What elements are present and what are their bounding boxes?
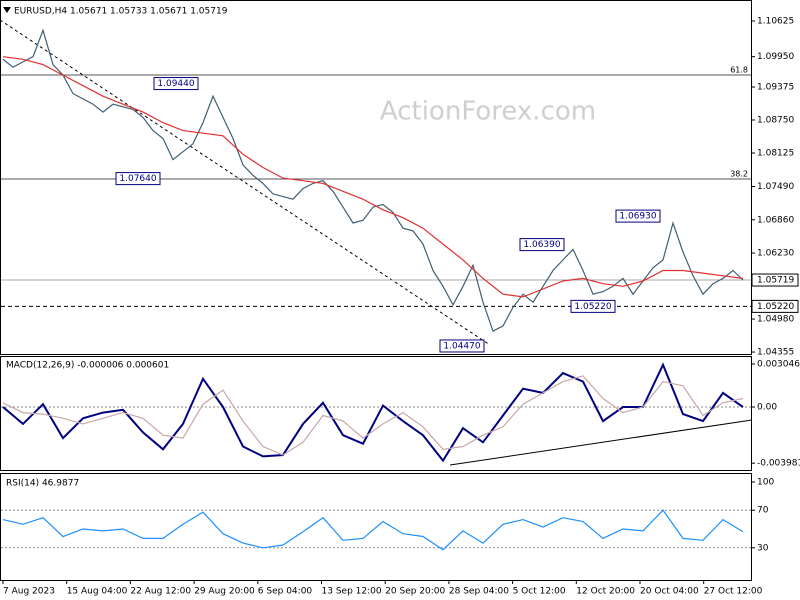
y-tick-label: 1.08750 — [757, 116, 794, 126]
y-tick-label: 1.04980 — [757, 315, 794, 325]
current-label: 1.05719 — [757, 276, 794, 286]
macd-frame — [0, 356, 752, 471]
y-tick-label: -0.003981 — [757, 459, 800, 469]
x-tick-label: 28 Sep 04:00 — [449, 587, 509, 597]
annotation-box — [153, 77, 199, 91]
annotation-label: 1.07640 — [119, 174, 156, 184]
annotation-label: 1.05220 — [574, 302, 611, 312]
macd-trend-line — [449, 419, 753, 466]
y-tick-label: 100 — [757, 478, 774, 488]
x-tick-label: 29 Aug 20:00 — [194, 587, 255, 597]
y-tick-label: 30 — [757, 543, 769, 553]
trend-line — [0, 19, 491, 346]
x-tick-label: 12 Oct 20:00 — [576, 587, 635, 597]
level-label: 38.2 — [730, 169, 748, 178]
y-tick-label: 0.003046 — [757, 360, 800, 370]
annotation-label: 1.09440 — [157, 79, 194, 89]
y-tick-label: 0.00 — [757, 403, 777, 413]
y-tick-label: 1.04355 — [757, 348, 794, 358]
menu-triangle — [3, 7, 11, 13]
x-tick-label: 5 Oct 12:00 — [513, 587, 566, 597]
series-line — [2, 375, 744, 456]
panel-title: MACD(12,26,9) -0.000006 0.000601 — [6, 361, 169, 371]
series-line — [2, 509, 744, 551]
annotation-box — [439, 339, 485, 353]
x-tick-label: 20 Sep 20:00 — [385, 587, 445, 597]
y-tick-label: 1.09375 — [757, 83, 794, 93]
panel-title: RSI(14) 46.9877 — [6, 479, 79, 489]
y-tick-label: 1.09950 — [757, 52, 794, 62]
series-line — [2, 56, 744, 298]
y-tick-label: 1.07490 — [757, 182, 794, 192]
support-box — [751, 299, 799, 313]
x-tick-label: 22 Aug 12:00 — [130, 587, 191, 597]
y-tick-label: 1.06230 — [757, 249, 794, 259]
x-tick-label: 13 Sep 12:00 — [322, 587, 382, 597]
panel-title: EURUSD,H4 1.05671 1.05733 1.05671 1.0571… — [14, 7, 228, 17]
support-label: 1.05220 — [757, 302, 794, 312]
x-tick-label: 20 Oct 04:00 — [640, 587, 699, 597]
y-tick-label: 1.10625 — [757, 17, 794, 27]
y-tick-label: 70 — [757, 506, 769, 516]
x-tick-label: 6 Sep 04:00 — [258, 587, 313, 597]
watermark: ActionForex.com — [380, 97, 596, 127]
series-line — [2, 28, 744, 333]
level-label: 61.8 — [730, 66, 748, 75]
price-frame — [0, 0, 752, 355]
annotation-box — [115, 172, 161, 186]
x-tick-label: 7 Aug 2023 — [3, 587, 55, 597]
y-tick-label: 1.08125 — [757, 149, 794, 159]
current-box — [751, 273, 799, 287]
annotation-label: 1.06930 — [619, 212, 656, 222]
x-tick-label: 15 Aug 04:00 — [67, 587, 128, 597]
x-tick-label: 27 Oct 12:00 — [704, 587, 763, 597]
annotation-box — [519, 238, 565, 252]
rsi-frame — [0, 473, 752, 581]
annotation-box — [570, 299, 616, 313]
annotation-label: 1.04470 — [443, 341, 480, 351]
annotation-label: 1.06390 — [523, 240, 560, 250]
y-tick-label: 1.06860 — [757, 215, 794, 225]
annotation-box — [615, 209, 661, 223]
